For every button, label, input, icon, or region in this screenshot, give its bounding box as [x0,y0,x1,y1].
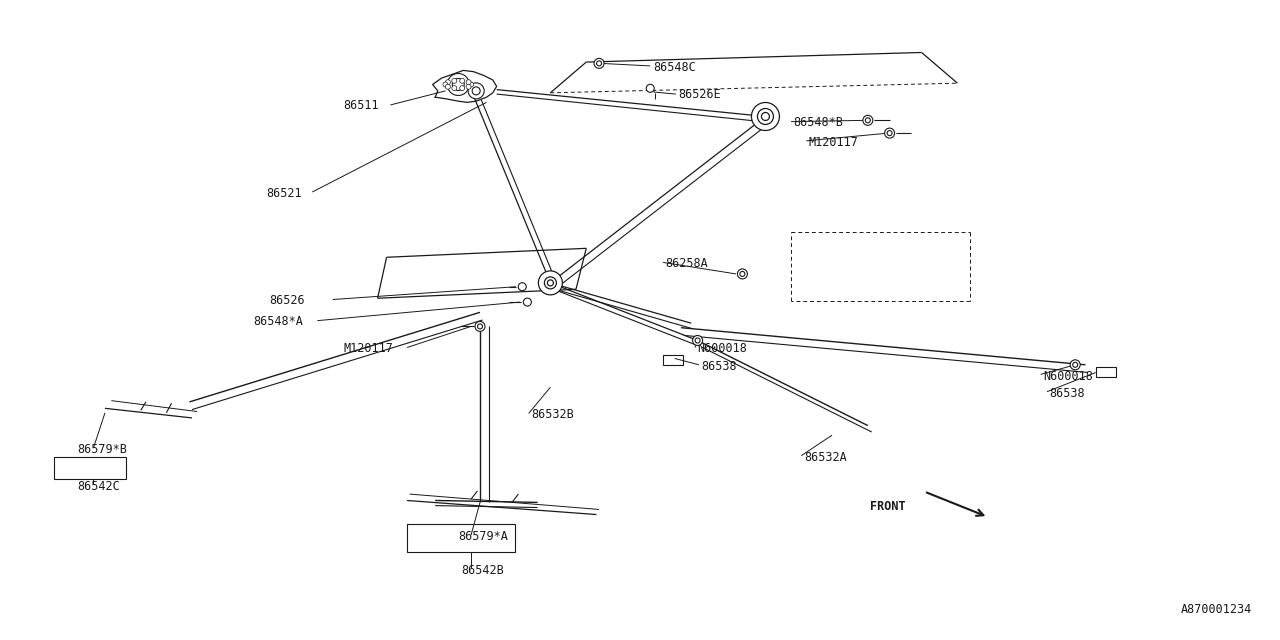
Circle shape [472,87,480,95]
Text: 86579*A: 86579*A [458,530,508,543]
Text: 86538: 86538 [1050,387,1085,400]
Text: 86532B: 86532B [531,408,573,421]
Circle shape [477,324,483,329]
Circle shape [695,338,700,343]
Circle shape [751,102,780,131]
Circle shape [468,82,474,87]
Circle shape [466,84,471,89]
Circle shape [460,86,465,91]
Text: 86521: 86521 [266,187,302,200]
Circle shape [737,269,748,279]
Circle shape [452,78,457,83]
Text: 86532A: 86532A [804,451,846,464]
Circle shape [452,86,457,91]
Bar [663,355,684,365]
Bar [1096,367,1116,378]
Circle shape [884,128,895,138]
Text: N600018: N600018 [698,342,748,355]
Circle shape [539,271,562,295]
Circle shape [865,118,870,123]
Circle shape [1070,360,1080,370]
Text: N600018: N600018 [1043,370,1093,383]
Text: A870001234: A870001234 [1180,603,1252,616]
Text: M120117: M120117 [343,342,393,355]
Circle shape [758,108,773,124]
Text: 86579*B: 86579*B [77,443,127,456]
Circle shape [863,115,873,125]
Circle shape [544,277,557,289]
Circle shape [466,80,471,84]
Circle shape [445,84,451,89]
Text: 86548*A: 86548*A [253,316,303,328]
Text: 86258A: 86258A [666,257,708,270]
Bar [54,457,125,479]
Circle shape [692,335,703,346]
Circle shape [762,113,769,120]
Circle shape [452,79,465,90]
Bar [407,524,515,552]
Text: 86548*B: 86548*B [794,116,844,129]
Circle shape [475,321,485,332]
Circle shape [518,283,526,291]
Circle shape [447,74,470,95]
Text: 86542B: 86542B [461,564,503,577]
Circle shape [468,83,484,99]
Text: 86542C: 86542C [77,480,119,493]
Circle shape [443,82,448,87]
Text: 86548C: 86548C [653,61,695,74]
Circle shape [445,80,451,84]
Text: 86526E: 86526E [678,88,721,101]
Circle shape [596,61,602,66]
Circle shape [887,131,892,136]
Text: 86526: 86526 [269,294,305,307]
Text: FRONT: FRONT [870,500,906,513]
Circle shape [1073,362,1078,367]
Circle shape [594,58,604,68]
Circle shape [460,78,465,83]
Circle shape [548,280,553,286]
Text: 86511: 86511 [343,99,379,112]
Circle shape [646,84,654,92]
Text: 86538: 86538 [701,360,737,372]
Circle shape [524,298,531,306]
Circle shape [740,271,745,276]
Text: M120117: M120117 [809,136,859,148]
